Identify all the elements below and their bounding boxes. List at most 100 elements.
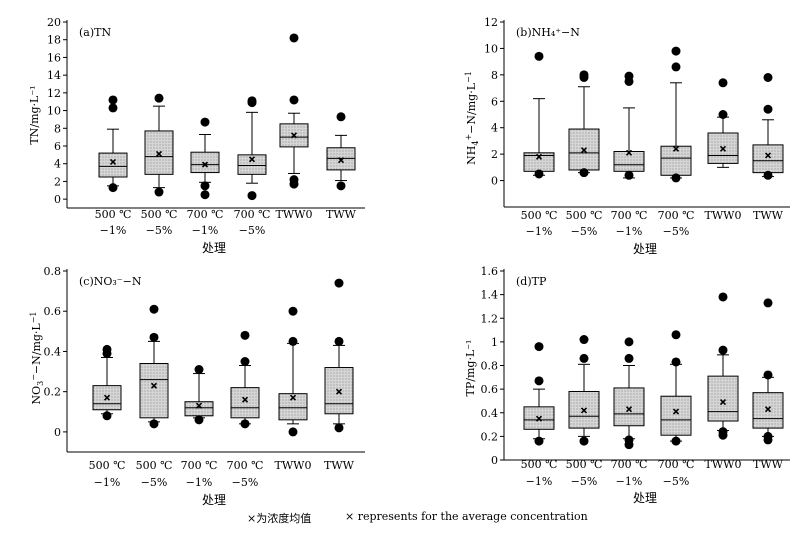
- outlier-point: [154, 93, 164, 103]
- iqr-box: [752, 392, 784, 429]
- y-tick-label: 14: [47, 69, 61, 82]
- iqr-box: [613, 387, 645, 427]
- outlier-point: [718, 78, 728, 88]
- y-tick-label: 0.8: [44, 265, 62, 278]
- box-5: [324, 278, 354, 433]
- category-label: −5%: [232, 476, 259, 489]
- y-tick-label: 0: [491, 175, 498, 188]
- y-axis-title-part: NO: [30, 386, 43, 405]
- category-label: 700 ℃: [187, 208, 224, 221]
- y-axis-title: TP/mg·L⁻¹: [464, 340, 477, 397]
- outlier-point: [624, 435, 634, 445]
- outlier-point: [534, 169, 544, 179]
- category-label: 500 ℃: [95, 208, 132, 221]
- mean-marker: [719, 399, 727, 406]
- category-label: −5%: [571, 475, 598, 488]
- outlier-point: [763, 170, 773, 180]
- outlier-point: [240, 330, 250, 340]
- category-label: 500 ℃: [566, 458, 603, 471]
- category-label: TWW0: [276, 208, 313, 221]
- outlier-point: [334, 278, 344, 288]
- outlier-point: [108, 183, 118, 193]
- y-tick-label: 0.4: [481, 407, 499, 420]
- category-label: 500 ℃: [141, 208, 178, 221]
- iqr-box: [660, 395, 692, 436]
- y-tick-label: 16: [47, 51, 61, 64]
- outlier-point: [671, 330, 681, 340]
- y-tick-label: 2: [491, 148, 498, 161]
- y-axis-title-part: 4: [471, 141, 480, 146]
- category-label: TWW0: [705, 209, 742, 222]
- x-axis-title: 处理: [633, 491, 657, 505]
- outlier-point: [240, 357, 250, 366]
- outlier-point: [718, 427, 728, 437]
- y-axis-title-part: −N/mg·L: [465, 82, 478, 134]
- outlier-point: [624, 353, 634, 363]
- category-label: −1%: [616, 475, 643, 488]
- y-tick-label: 18: [47, 34, 61, 47]
- box-5: [752, 298, 784, 445]
- iqr-box: [230, 387, 260, 419]
- y-axis-title-part: 3: [36, 381, 45, 386]
- panel-tp: 0 0.2 0.4 0.6 0.8 1 1.2 1.4 1.6 (d)TP TP/mg·L⁻¹ 500…: [464, 265, 790, 505]
- box-4: [278, 306, 308, 437]
- category-label: −5%: [239, 224, 266, 237]
- category-label: 700 ℃: [611, 209, 648, 222]
- outlier-point: [247, 191, 257, 201]
- category-label: −1%: [526, 225, 553, 238]
- category-label: 700 ℃: [181, 459, 218, 472]
- outlier-point: [200, 181, 210, 191]
- iqr-box: [190, 151, 220, 174]
- outlier-point: [102, 344, 112, 354]
- outlier-point: [336, 181, 346, 191]
- y-tick-label: 0: [54, 193, 61, 206]
- outlier-point: [288, 306, 298, 316]
- outlier-point: [200, 117, 210, 127]
- box-4: [707, 292, 739, 440]
- outlier-point: [671, 46, 681, 56]
- mean-marker: [625, 149, 633, 156]
- y-axis-title-part: +: [464, 134, 473, 141]
- outlier-point: [534, 342, 544, 352]
- y-tick-label: 0.2: [44, 386, 62, 399]
- outlier-point: [763, 298, 773, 308]
- mean-marker: [672, 408, 680, 415]
- y-tick-label: 1: [491, 336, 498, 349]
- outlier-point: [763, 104, 773, 114]
- outlier-point: [671, 62, 681, 72]
- box-1: [568, 335, 600, 446]
- box-2: [613, 71, 645, 180]
- mean-marker: [290, 132, 298, 139]
- box-0: [92, 344, 122, 421]
- y-tick-label: 0.6: [44, 305, 62, 318]
- mean-marker: [248, 156, 256, 163]
- category-label: TWW: [753, 458, 784, 471]
- y-axis-title-part: −: [29, 374, 38, 381]
- iqr-box: [324, 367, 354, 415]
- mean-marker: [625, 406, 633, 413]
- mean-marker: [580, 407, 588, 414]
- y-tick-label: 0.8: [481, 360, 499, 373]
- outlier-point: [334, 336, 344, 346]
- outlier-point: [194, 415, 204, 425]
- iqr-box: [752, 144, 784, 174]
- outlier-point: [149, 332, 159, 342]
- panel-label: (c)NO₃⁻−N: [79, 275, 142, 288]
- category-label: 500 ℃: [521, 458, 558, 471]
- panel-label: (b)NH₄⁺−N: [516, 26, 580, 39]
- outlier-point: [579, 335, 589, 345]
- category-label: TWW: [324, 459, 355, 472]
- y-axis-title-part: NH: [465, 146, 478, 165]
- outlier-point: [247, 96, 257, 106]
- box-2: [184, 365, 214, 425]
- y-tick-label: 0.4: [44, 345, 62, 358]
- outlier-point: [671, 357, 681, 367]
- mean-marker: [337, 157, 345, 164]
- outlier-point: [194, 365, 204, 375]
- box-4: [707, 78, 739, 168]
- outlier-point: [579, 70, 589, 80]
- category-label: 700 ℃: [658, 209, 695, 222]
- y-axis-title-part: −1: [464, 71, 473, 83]
